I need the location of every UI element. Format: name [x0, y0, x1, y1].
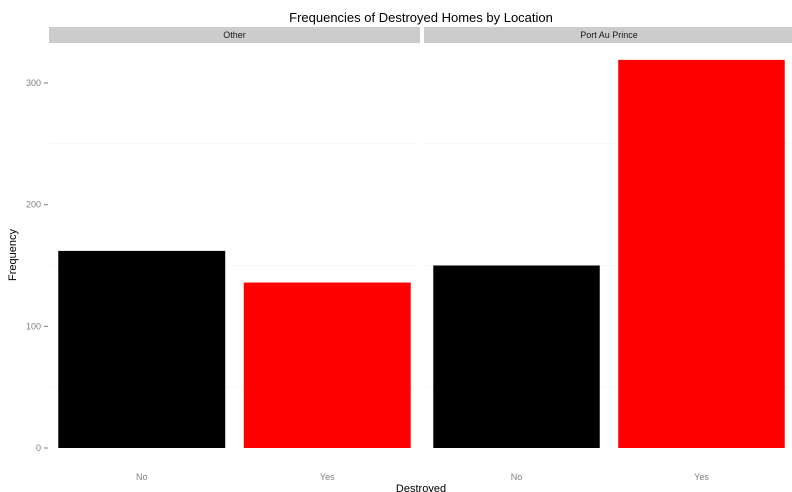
y-axis-title: Frequency [7, 229, 19, 281]
x-axis-title: Destroyed [396, 483, 446, 492]
bar-yes [618, 59, 785, 449]
facet-strip [49, 27, 420, 43]
x-tick-label: No [511, 472, 523, 482]
y-tick-label: 300 [26, 78, 41, 88]
y-tick-label: 0 [36, 443, 41, 453]
x-tick-label: Yes [320, 472, 335, 482]
facet-panel: Port Au Prince No Yes [424, 27, 792, 482]
facet-strip-label: Port Au Prince [580, 30, 638, 40]
bar-no [433, 265, 600, 448]
bar-no [58, 250, 226, 448]
chart-title: Frequencies of Destroyed Homes by Locati… [289, 10, 553, 25]
facet-strip [424, 27, 792, 43]
facet-strip-label: Other [223, 30, 246, 40]
y-tick-label: 200 [26, 200, 41, 210]
x-tick-label: Yes [694, 472, 709, 482]
y-axis: 0 100 200 300 [26, 78, 48, 453]
facet-panel: Other No Yes [49, 27, 420, 482]
facet-panels: Other No Yes Port Au Prince No Yes [49, 27, 792, 482]
x-tick-label: No [136, 472, 148, 482]
bar-yes [243, 282, 411, 448]
y-tick-label: 100 [26, 321, 41, 331]
